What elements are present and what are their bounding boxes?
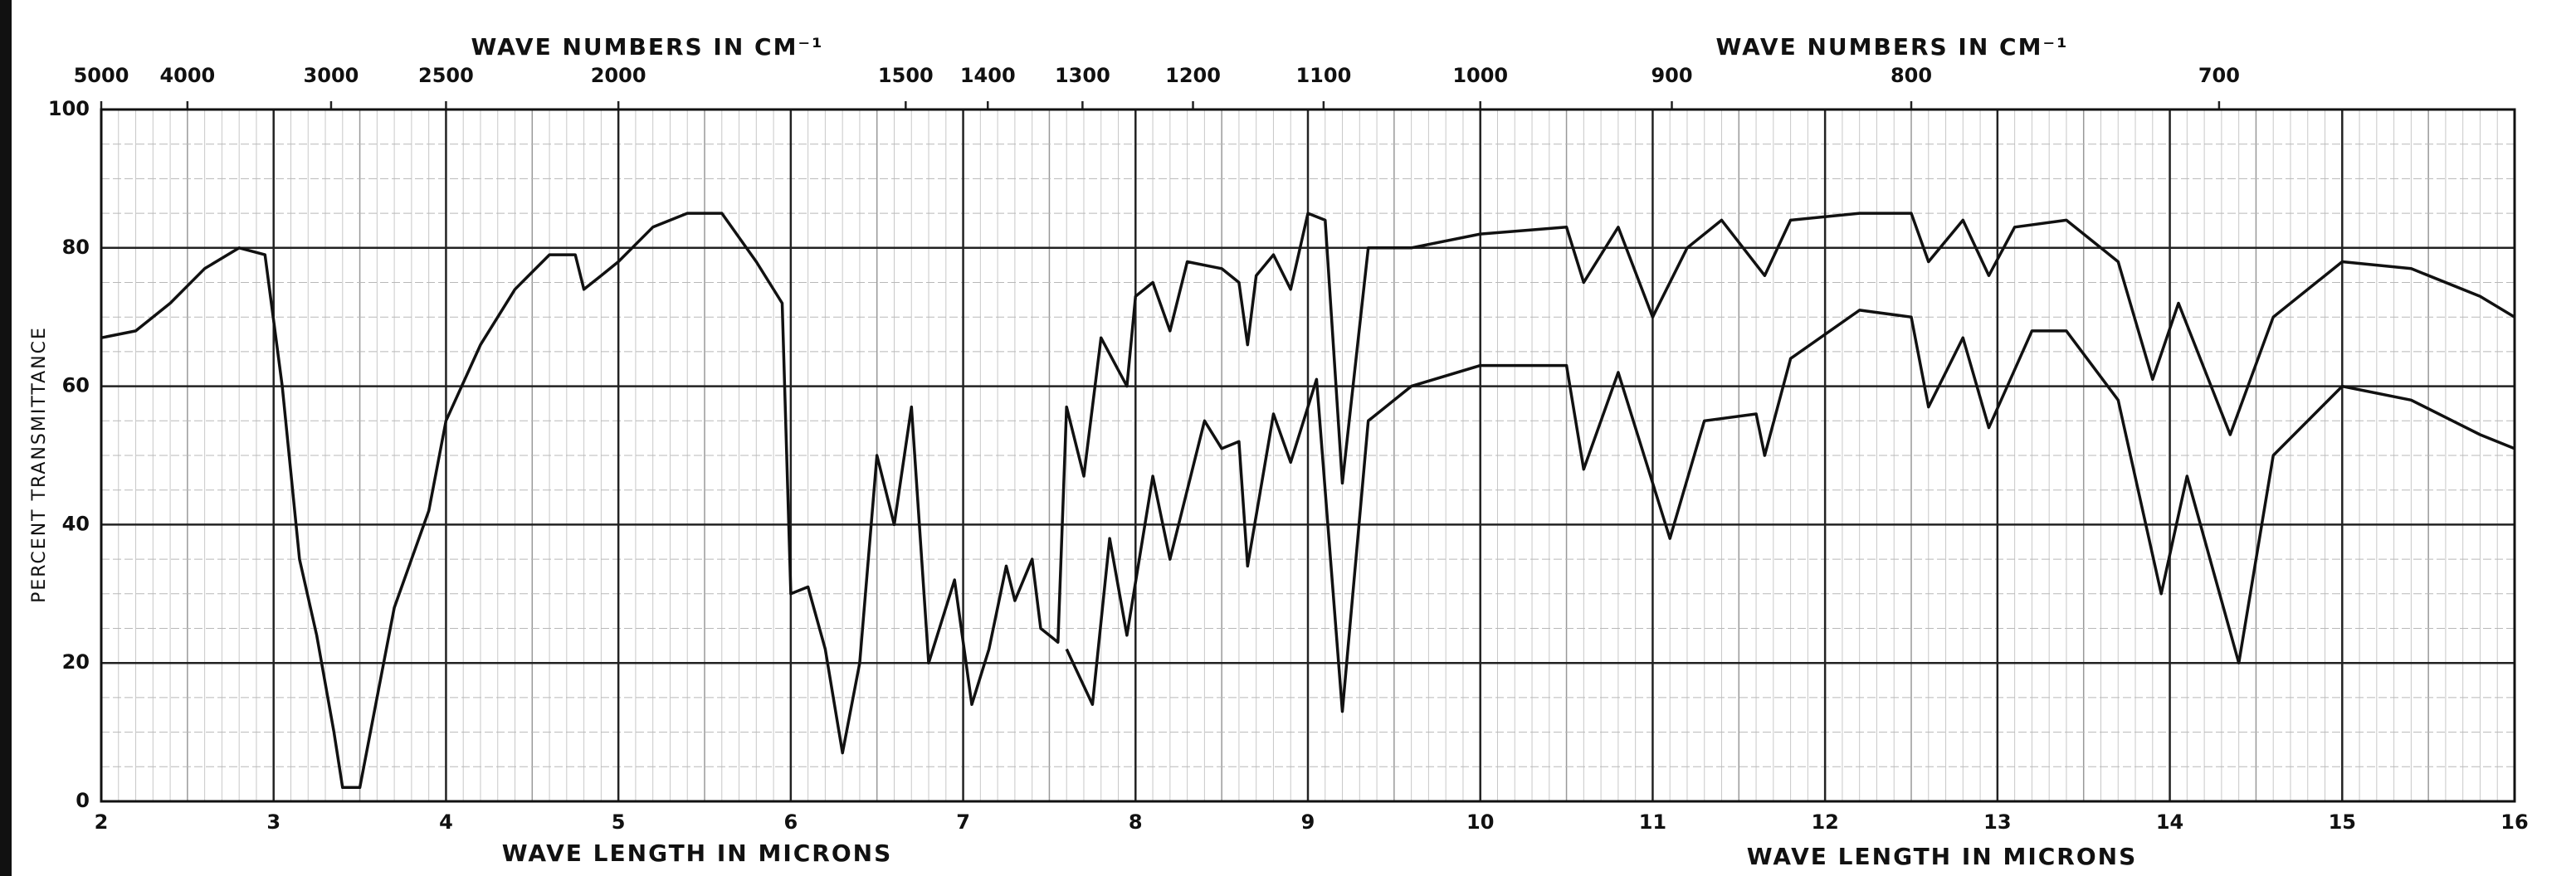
y-tick-label: 0	[76, 789, 90, 812]
y-tick-label: 60	[62, 374, 90, 397]
plot-frame	[100, 108, 2516, 803]
x2-axis-label: WAVE NUMBERS IN CM⁻¹	[471, 33, 824, 61]
x2-tick-label: 1200	[1165, 64, 1221, 87]
x-tick-label: 4	[439, 810, 453, 834]
x-tick-label: 16	[2500, 810, 2528, 834]
x-tick-label: 12	[1811, 810, 1838, 834]
x2-axis-label: WAVE NUMBERS IN CM⁻¹	[1716, 33, 2069, 61]
x-tick-label: 2	[95, 810, 109, 834]
x2-tick-label: 4000	[159, 64, 215, 87]
x-tick-label: 10	[1466, 810, 1494, 834]
x2-tick-label: 3000	[304, 64, 359, 87]
x-axis-label: WAVE LENGTH IN MICRONS	[1747, 843, 2138, 870]
x2-tick-label: 1300	[1055, 64, 1110, 87]
x2-tick-label: 1100	[1295, 64, 1351, 87]
x2-tick-label: 2500	[418, 64, 474, 87]
x2-tick-label: 700	[2198, 64, 2240, 87]
x-tick-label: 7	[956, 810, 970, 834]
y-tick-label: 100	[48, 97, 90, 120]
y-tick-label: 20	[62, 650, 90, 674]
x-tick-label: 9	[1301, 810, 1315, 834]
x2-tick-label: 1400	[960, 64, 1016, 87]
x-axis-label: WAVE LENGTH IN MICRONS	[502, 840, 893, 867]
y-tick-label: 80	[62, 236, 90, 259]
x2-tick-label: 1000	[1452, 64, 1508, 87]
x2-tick-label: 5000	[74, 64, 129, 87]
x-tick-label: 5	[612, 810, 626, 834]
x2-tick-label: 800	[1891, 64, 1932, 87]
x-tick-label: 15	[2329, 810, 2356, 834]
x-tick-label: 11	[1639, 810, 1666, 834]
x-tick-label: 13	[1983, 810, 2011, 834]
x-tick-label: 8	[1129, 810, 1143, 834]
x2-tick-label: 1500	[878, 64, 934, 87]
x-tick-label: 14	[2156, 810, 2183, 834]
y-axis-label: PERCENT TRANSMITTANCE	[29, 326, 50, 603]
spectrum-line	[100, 212, 2515, 790]
x2-tick-label: 900	[1651, 64, 1692, 87]
x-tick-label: 6	[784, 810, 798, 834]
x-tick-label: 3	[266, 810, 281, 834]
x2-tick-label: 2000	[591, 64, 646, 87]
y-tick-label: 40	[62, 512, 90, 535]
spectrum-line	[1065, 309, 2515, 713]
scan-border	[0, 0, 12, 876]
